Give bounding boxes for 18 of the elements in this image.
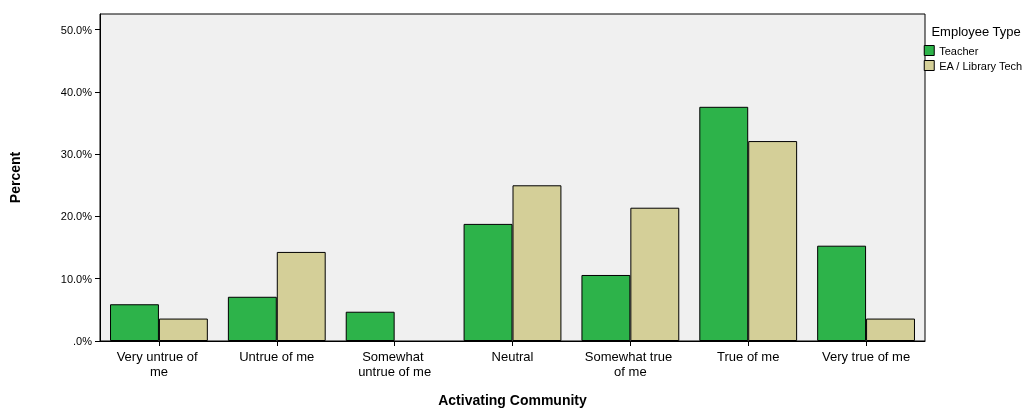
legend-label: Teacher — [939, 44, 979, 57]
x-tick-label: Very untrue of me — [116, 349, 202, 379]
x-tick-label: True of me — [717, 349, 780, 364]
x-tick-label: Untrue of me — [239, 349, 315, 364]
x-tick-label: Very true of me — [821, 349, 911, 364]
x-tick-label: Somewhat untrue of me — [358, 349, 432, 379]
y-tick-label: .0% — [73, 335, 93, 347]
y-tick-label: 10.0% — [60, 272, 93, 285]
y-tick-label: 20.0% — [60, 210, 93, 223]
legend-title: Employee Type — [931, 24, 1021, 39]
x-tick-label: Somewhat true of me — [584, 349, 676, 379]
y-tick-label: 50.0% — [60, 23, 93, 36]
x-tick-label: Neutral — [491, 349, 534, 364]
y-tick-label: 30.0% — [60, 148, 93, 161]
y-axis-title: Percent — [7, 151, 23, 204]
legend-label: EA / Library Tech — [939, 59, 1023, 72]
x-axis-title: Activating Community — [438, 392, 587, 408]
y-tick-label: 40.0% — [60, 85, 93, 98]
